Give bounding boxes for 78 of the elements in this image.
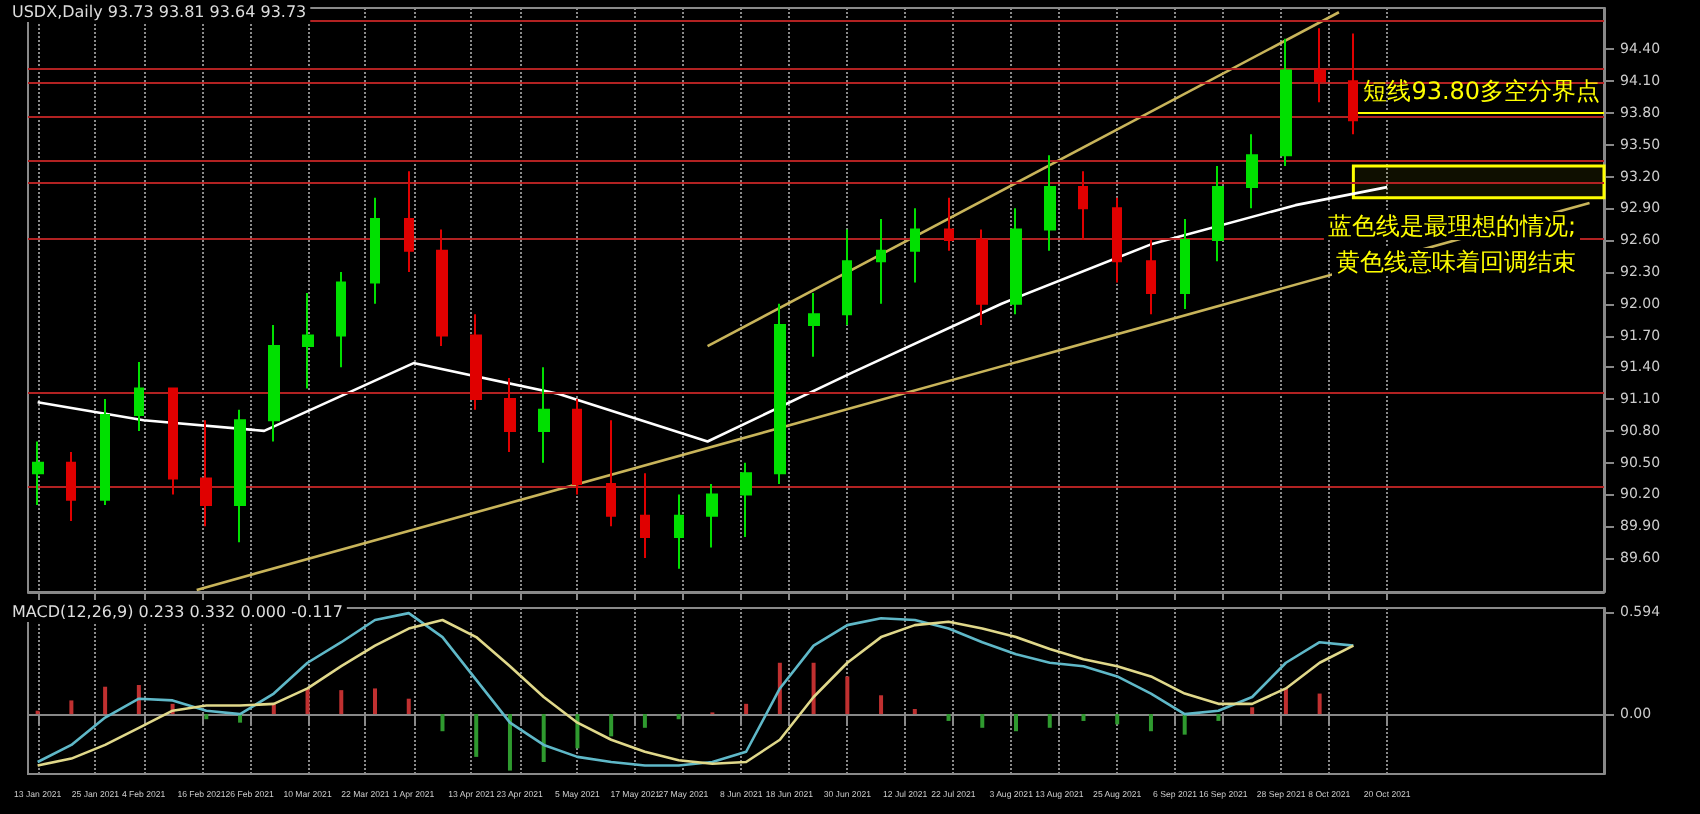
bar — [980, 714, 985, 728]
candlestick — [370, 196, 380, 305]
candlestick — [1212, 164, 1224, 263]
candlestick — [1112, 196, 1122, 284]
bar — [811, 662, 816, 715]
bar — [1216, 714, 1221, 721]
candlestick — [234, 408, 246, 544]
bar — [69, 700, 74, 715]
candlestick — [1010, 207, 1022, 316]
candlestick — [944, 196, 954, 252]
chart-title: USDX,Daily 93.73 93.81 93.64 93.73 — [12, 3, 307, 21]
candlestick — [808, 292, 820, 358]
bar — [204, 714, 209, 720]
candlestick — [1348, 32, 1358, 136]
bar — [1047, 714, 1052, 728]
bar — [339, 690, 344, 715]
bar — [507, 714, 512, 771]
bar — [1182, 714, 1187, 735]
candlestick — [1078, 170, 1088, 242]
candlestick — [32, 440, 44, 507]
bar — [373, 688, 378, 715]
candlestick — [470, 313, 482, 411]
candlestick — [774, 302, 786, 485]
bar — [777, 662, 782, 715]
candlestick — [336, 270, 346, 369]
bar — [1283, 688, 1288, 715]
ref-line-label: 短线93.80多空分界点 — [1363, 76, 1601, 105]
bar — [879, 695, 884, 715]
bar — [271, 703, 276, 715]
candlestick — [1044, 154, 1056, 252]
candlestick — [1146, 239, 1156, 316]
candlestick — [100, 398, 110, 507]
bar — [1250, 707, 1255, 715]
bar — [1014, 714, 1019, 732]
candlestick — [876, 217, 886, 305]
candlestick — [168, 387, 178, 496]
bar — [1081, 714, 1086, 721]
candlestick — [572, 398, 582, 496]
candlestick — [606, 419, 616, 528]
bar — [912, 708, 917, 715]
bar — [406, 698, 411, 715]
candlestick — [1314, 27, 1326, 104]
candlestick — [200, 419, 212, 528]
candlestick — [404, 170, 414, 273]
annotation: 黄色线意味着回调结束 — [1336, 248, 1576, 276]
bar — [676, 714, 681, 720]
candlestick — [1280, 37, 1292, 167]
candlestick — [842, 228, 852, 326]
candlestick — [134, 361, 144, 432]
bar — [474, 714, 479, 757]
bar — [305, 688, 310, 715]
bar — [575, 714, 580, 749]
candlestick — [976, 228, 988, 326]
candlestick — [268, 323, 280, 443]
candlestick — [1246, 133, 1258, 210]
bar — [1317, 693, 1322, 715]
annotation: 蓝色线是最理想的情况; — [1327, 212, 1577, 240]
candlestick — [302, 292, 314, 390]
chart-title: MACD(12,26,9) 0.233 0.332 0.000 -0.117 — [12, 603, 343, 621]
bar — [541, 714, 546, 763]
candlestick — [740, 461, 752, 538]
candlestick — [538, 366, 550, 464]
candlestick — [1180, 217, 1190, 311]
candlestick — [640, 472, 650, 560]
bar — [440, 714, 445, 732]
bar — [1148, 714, 1153, 732]
candlestick — [66, 451, 76, 522]
bar — [744, 703, 749, 715]
candlestick — [504, 376, 516, 454]
bar — [103, 686, 108, 715]
candlestick — [436, 228, 448, 348]
bar — [946, 714, 951, 721]
candlestick — [910, 207, 920, 284]
bar — [845, 676, 850, 715]
bar — [609, 714, 614, 737]
candlestick — [706, 482, 718, 549]
bar — [642, 714, 647, 728]
candlestick — [674, 493, 684, 570]
